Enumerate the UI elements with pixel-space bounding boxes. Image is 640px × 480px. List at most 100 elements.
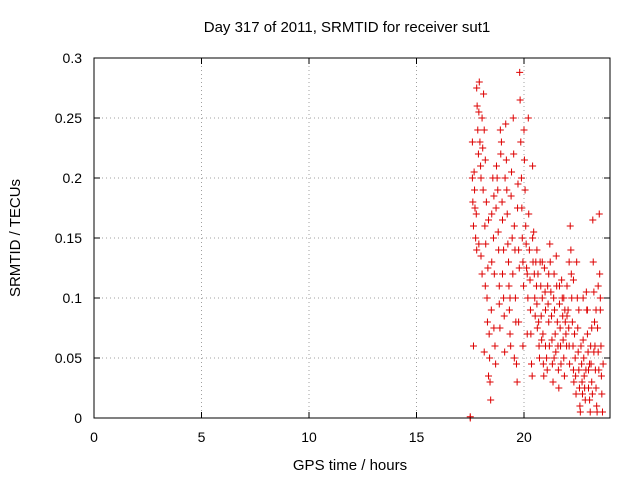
data-point <box>478 270 486 278</box>
y-tick-label: 0.3 <box>63 50 83 66</box>
data-point <box>567 246 575 254</box>
data-point <box>589 216 597 224</box>
data-point <box>497 150 505 158</box>
data-point <box>468 138 476 146</box>
data-point <box>488 210 496 218</box>
data-point <box>565 258 573 266</box>
data-point <box>533 246 541 254</box>
data-point <box>576 402 584 410</box>
data-point <box>474 126 482 134</box>
data-point <box>490 324 498 332</box>
data-point <box>517 138 525 146</box>
data-point <box>586 360 594 368</box>
data-point <box>478 114 486 122</box>
data-point <box>525 246 533 254</box>
data-point <box>524 294 532 302</box>
data-point <box>578 378 586 386</box>
data-point <box>484 264 492 272</box>
data-point <box>578 360 586 368</box>
data-point <box>566 222 574 230</box>
data-point <box>494 186 502 194</box>
data-point <box>492 162 500 170</box>
data-point <box>583 306 591 314</box>
data-point <box>506 330 514 338</box>
data-point <box>479 186 487 194</box>
data-point <box>570 378 578 386</box>
data-point <box>535 342 543 350</box>
data-point <box>518 204 526 212</box>
data-point <box>590 288 598 296</box>
data-point <box>495 300 503 308</box>
data-point <box>477 162 485 170</box>
data-point <box>473 84 481 92</box>
data-point <box>510 150 518 158</box>
data-point <box>507 342 515 350</box>
data-point <box>530 228 538 236</box>
data-point <box>589 258 597 266</box>
data-point <box>472 210 480 218</box>
data-point <box>518 234 526 242</box>
data-point <box>531 294 539 302</box>
data-point <box>523 264 531 272</box>
data-point <box>481 156 489 164</box>
x-tick-label: 0 <box>90 429 98 445</box>
data-point <box>585 366 592 374</box>
data-point <box>529 234 537 242</box>
data-point <box>560 354 568 362</box>
data-point <box>470 168 478 176</box>
data-point <box>563 312 571 320</box>
data-point <box>571 354 579 362</box>
data-point <box>543 366 551 374</box>
data-point <box>598 390 606 398</box>
data-point <box>564 306 572 314</box>
data-point <box>540 372 548 380</box>
data-point <box>480 348 488 356</box>
data-point <box>563 282 571 290</box>
data-point <box>525 210 533 218</box>
data-point <box>524 114 532 122</box>
y-tick-label: 0.25 <box>55 110 82 126</box>
data-point <box>469 222 477 230</box>
data-point <box>533 324 541 332</box>
data-point <box>514 180 522 188</box>
data-point <box>515 246 523 254</box>
data-point <box>496 324 504 332</box>
y-tick-label: 0 <box>74 410 82 426</box>
data-point <box>595 210 603 218</box>
data-point <box>596 270 604 278</box>
data-point <box>503 210 511 218</box>
data-point <box>477 174 485 182</box>
data-point <box>550 354 558 362</box>
data-point <box>545 342 553 350</box>
data-point <box>586 396 594 404</box>
data-point <box>480 126 488 134</box>
data-point <box>572 390 580 398</box>
data-point <box>579 336 587 344</box>
data-point <box>507 192 515 200</box>
data-point <box>554 366 562 374</box>
data-point <box>472 234 480 242</box>
data-point <box>490 270 498 278</box>
data-point <box>579 294 587 302</box>
data-point <box>520 156 528 164</box>
data-point <box>591 318 599 326</box>
data-point <box>572 372 580 380</box>
x-tick-label: 10 <box>301 429 317 445</box>
data-point <box>489 234 497 242</box>
data-point <box>529 162 537 170</box>
data-point <box>512 360 520 368</box>
data-point <box>544 300 552 308</box>
data-point <box>549 378 557 386</box>
data-point <box>555 282 563 290</box>
data-point <box>493 174 501 182</box>
data-point <box>480 90 488 98</box>
data-point <box>578 390 586 398</box>
data-point <box>503 186 511 194</box>
data-point <box>592 306 600 314</box>
data-point <box>528 372 536 380</box>
data-point <box>571 330 579 338</box>
data-point <box>595 366 603 374</box>
data-point <box>582 288 590 296</box>
data-point <box>519 258 527 266</box>
